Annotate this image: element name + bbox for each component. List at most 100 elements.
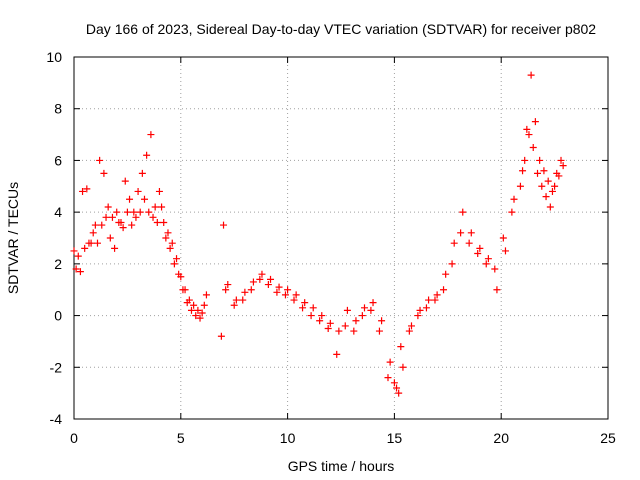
grid (74, 57, 608, 419)
data-point (273, 288, 281, 296)
x-tick-label: 0 (70, 430, 78, 446)
data-point (76, 268, 84, 276)
y-tick-label: 2 (54, 256, 62, 272)
data-point (301, 299, 309, 307)
data-point (275, 283, 283, 291)
data-point (395, 389, 403, 397)
data-point (557, 156, 565, 164)
data-point (140, 195, 148, 203)
data-point (132, 213, 140, 221)
data-point (542, 193, 550, 201)
data-point (200, 301, 208, 309)
data-point (100, 169, 108, 177)
data-point (128, 221, 136, 229)
data-point (121, 177, 129, 185)
data-point (499, 234, 507, 242)
data-point (164, 229, 172, 237)
data-point (220, 221, 228, 229)
data-point (343, 306, 351, 314)
data-point (239, 296, 247, 304)
data-point (198, 309, 206, 317)
data-point (168, 239, 176, 247)
data-point (249, 278, 257, 286)
data-point (474, 250, 482, 258)
data-point (134, 187, 142, 195)
data-point (431, 296, 439, 304)
data-point (360, 304, 368, 312)
data-point (405, 327, 413, 335)
data-point (358, 312, 366, 320)
data-point (187, 306, 195, 314)
y-tick-label: 0 (54, 308, 62, 324)
data-point (523, 125, 531, 133)
data-point (484, 255, 492, 263)
data-point (96, 156, 104, 164)
data-point (508, 208, 516, 216)
data-point (81, 244, 89, 252)
data-point (510, 195, 518, 203)
data-point (194, 306, 202, 314)
data-point (155, 187, 163, 195)
data-point (491, 265, 499, 273)
data-point (540, 167, 548, 175)
data-point (367, 306, 375, 314)
data-point (162, 234, 170, 242)
data-point (256, 275, 264, 283)
data-point (292, 291, 300, 299)
data-point (555, 172, 563, 180)
data-point (79, 187, 87, 195)
data-point (378, 317, 386, 325)
data-point (316, 317, 324, 325)
data-point (448, 260, 456, 268)
data-point (290, 296, 298, 304)
plot-frame (73, 56, 609, 420)
data-point (399, 363, 407, 371)
data-point (98, 221, 106, 229)
data-point (350, 327, 358, 335)
data-point (224, 281, 232, 289)
data-point (459, 208, 467, 216)
axis-ticks: 0 5 10 15 20 25 -4 -2 0 2 4 6 8 10 (46, 49, 616, 446)
data-point (83, 185, 91, 193)
data-point (113, 208, 121, 216)
data-point (397, 343, 405, 351)
data-point (529, 144, 537, 151)
data-point (158, 203, 166, 211)
data-point (521, 156, 529, 164)
data-point (115, 218, 123, 226)
data-point (160, 218, 168, 226)
data-point (536, 156, 544, 164)
data-point (119, 224, 127, 232)
data-point (192, 312, 200, 320)
data-point (416, 306, 424, 314)
data-point (548, 187, 556, 195)
data-points (70, 71, 567, 397)
data-point (85, 239, 93, 247)
data-point (525, 131, 533, 139)
data-point (173, 255, 181, 263)
data-point (324, 325, 332, 332)
data-point (183, 299, 191, 307)
data-point (531, 118, 539, 126)
data-point (482, 260, 490, 268)
data-point (264, 281, 272, 289)
data-point (393, 384, 401, 392)
data-point (190, 301, 198, 309)
data-point (318, 312, 326, 320)
data-point (465, 239, 473, 247)
data-point (102, 213, 110, 221)
data-point (106, 234, 114, 242)
data-point (74, 252, 82, 260)
data-point (352, 317, 360, 325)
data-point (179, 286, 187, 294)
data-point (467, 229, 475, 237)
data-point (425, 296, 433, 304)
data-point (538, 182, 546, 190)
x-axis-title: GPS time / hours (288, 458, 395, 474)
data-point (309, 304, 317, 312)
x-tick-label: 10 (280, 430, 296, 446)
data-point (516, 182, 524, 190)
data-point (151, 203, 159, 211)
data-point (166, 244, 174, 252)
x-tick-label: 25 (600, 430, 616, 446)
